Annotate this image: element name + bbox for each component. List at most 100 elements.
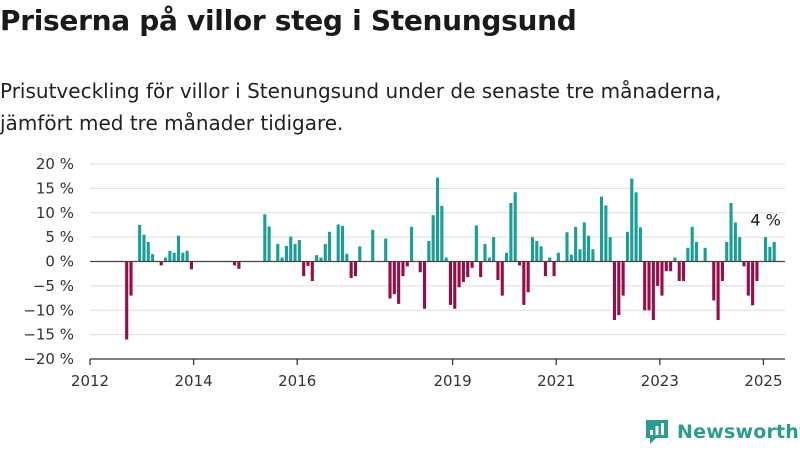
bar bbox=[138, 224, 142, 262]
bar bbox=[738, 237, 742, 262]
bar bbox=[673, 257, 677, 262]
bar bbox=[448, 261, 453, 305]
bar bbox=[479, 261, 483, 278]
bar bbox=[159, 261, 163, 266]
bar bbox=[233, 261, 237, 266]
bar bbox=[323, 243, 327, 262]
bar bbox=[267, 226, 271, 262]
bar bbox=[651, 261, 655, 320]
bar bbox=[353, 261, 358, 277]
bar bbox=[625, 231, 629, 262]
bar bbox=[556, 252, 560, 262]
bar bbox=[466, 261, 470, 278]
bar bbox=[306, 261, 310, 266]
bar bbox=[487, 257, 491, 262]
bar bbox=[703, 247, 707, 262]
bar bbox=[315, 255, 319, 262]
newsworthy-logo-icon bbox=[646, 420, 668, 444]
x-tick-label: 2021 bbox=[537, 372, 575, 390]
bar bbox=[125, 261, 129, 340]
x-tick-label: 2012 bbox=[71, 372, 109, 390]
y-tick-label: −5 % bbox=[33, 277, 74, 295]
bar bbox=[310, 261, 314, 281]
bar bbox=[608, 237, 612, 262]
bar bbox=[371, 229, 375, 262]
bar bbox=[496, 261, 500, 281]
bar bbox=[677, 261, 681, 281]
x-tick-label: 2014 bbox=[175, 372, 213, 390]
bar bbox=[237, 261, 241, 269]
bar bbox=[543, 261, 547, 277]
bar bbox=[729, 203, 733, 262]
bar bbox=[733, 222, 737, 262]
bar bbox=[397, 261, 401, 304]
bar bbox=[621, 261, 625, 296]
bar bbox=[530, 237, 535, 262]
bar bbox=[181, 252, 185, 262]
bar bbox=[694, 242, 699, 262]
bar bbox=[565, 232, 569, 262]
x-tick-label: 2016 bbox=[278, 372, 316, 390]
bar bbox=[634, 192, 638, 262]
bar bbox=[431, 215, 435, 262]
bar bbox=[470, 261, 474, 268]
bar bbox=[660, 261, 664, 296]
bar bbox=[582, 222, 586, 262]
bar bbox=[302, 261, 306, 277]
bar bbox=[505, 252, 509, 262]
y-tick-label: −20 % bbox=[23, 350, 74, 368]
y-tick-label: 20 % bbox=[36, 155, 74, 173]
bar bbox=[513, 192, 517, 262]
y-axis-ticks: 20 % 15 % 10 % 5 % 0 % −5 % −10 % −15 % −20 % bbox=[23, 155, 74, 368]
chart-subtitle: Prisutveckling för villor i Stenungsund … bbox=[0, 79, 722, 135]
bar bbox=[643, 261, 647, 311]
bar bbox=[720, 261, 724, 281]
bar bbox=[427, 241, 431, 262]
bar bbox=[284, 245, 288, 262]
bar bbox=[340, 225, 345, 262]
bar bbox=[664, 261, 668, 272]
bar bbox=[319, 257, 323, 262]
y-tick-label: 0 % bbox=[45, 253, 74, 271]
y-tick-label: 10 % bbox=[36, 204, 74, 222]
bar bbox=[656, 261, 660, 286]
y-tick-label: −10 % bbox=[23, 301, 74, 319]
bar bbox=[742, 261, 746, 267]
x-tick-label: 2019 bbox=[434, 372, 472, 390]
bar bbox=[289, 236, 293, 262]
bar bbox=[578, 249, 582, 262]
bar bbox=[522, 261, 526, 305]
bar bbox=[716, 261, 720, 320]
bar bbox=[599, 196, 604, 262]
bar bbox=[751, 261, 755, 306]
bar bbox=[492, 237, 496, 262]
bar bbox=[189, 261, 193, 270]
bar bbox=[768, 246, 772, 262]
bar bbox=[569, 254, 573, 262]
bar bbox=[604, 205, 608, 262]
y-tick-label: 5 % bbox=[45, 228, 74, 246]
bar bbox=[548, 257, 552, 262]
bar bbox=[647, 261, 651, 311]
bar bbox=[669, 261, 673, 272]
bar-chart: 20 % 15 % 10 % 5 % 0 % −5 % −10 % −15 % −20 % 20… bbox=[23, 155, 785, 390]
y-tick-label: −15 % bbox=[23, 326, 74, 344]
bar bbox=[280, 257, 284, 262]
bar bbox=[410, 226, 414, 262]
brand-logo: Newsworthy bbox=[644, 418, 800, 446]
bar bbox=[263, 214, 267, 262]
bar bbox=[552, 261, 556, 277]
bar bbox=[638, 227, 642, 262]
bar bbox=[461, 261, 465, 282]
bar bbox=[185, 250, 189, 262]
bar bbox=[444, 257, 448, 262]
bar bbox=[349, 261, 353, 279]
x-tick-label: 2023 bbox=[641, 372, 679, 390]
brand-name: Newsworthy bbox=[677, 421, 800, 443]
bar bbox=[401, 261, 405, 277]
bar bbox=[682, 261, 686, 281]
bar bbox=[358, 246, 362, 262]
bar bbox=[725, 242, 729, 262]
bar bbox=[772, 242, 776, 262]
bar bbox=[435, 177, 440, 262]
